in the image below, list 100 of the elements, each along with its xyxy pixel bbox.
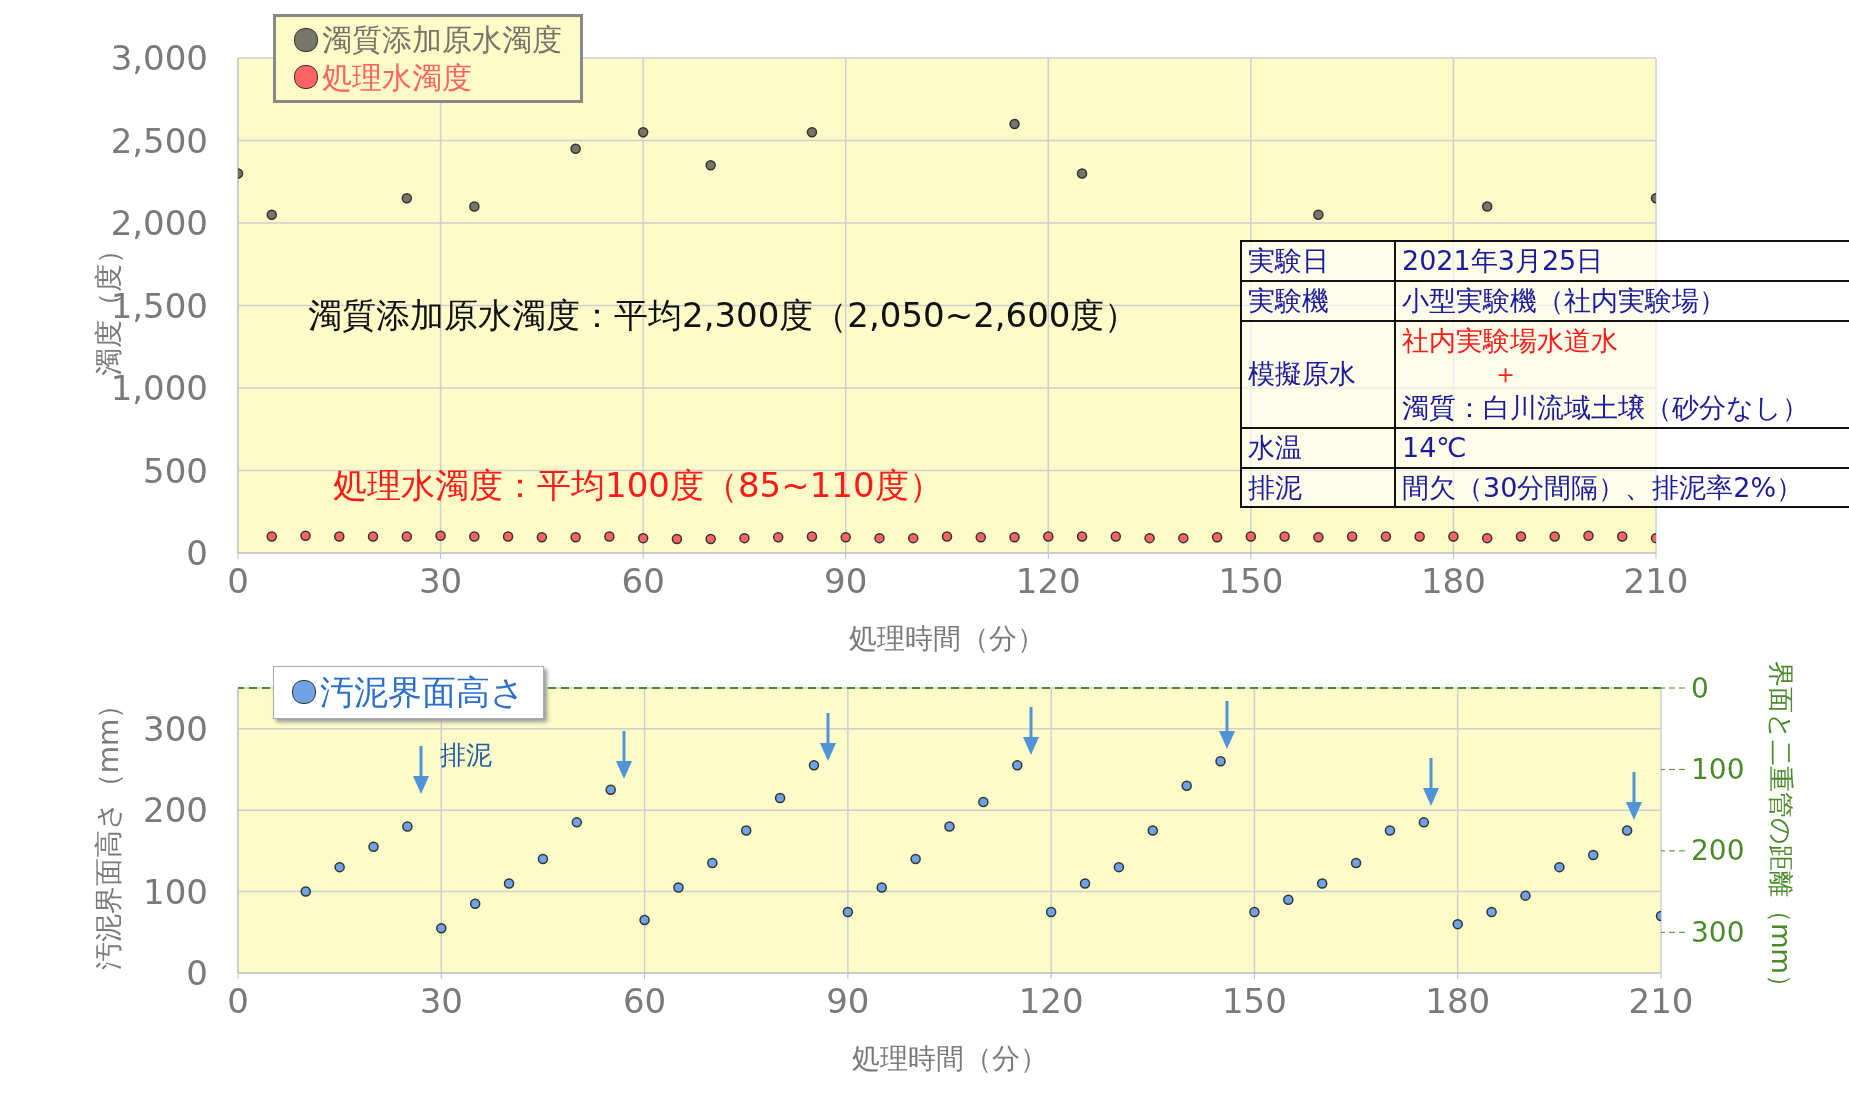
point [941, 531, 953, 542]
annotation: 水温 [1241, 427, 1395, 468]
annotation: 模擬原水 [1241, 320, 1395, 428]
point [806, 531, 818, 542]
point [842, 906, 854, 918]
y-tick-label: 0 [186, 953, 208, 993]
point [266, 209, 278, 221]
point [1448, 531, 1459, 542]
point [639, 914, 650, 926]
point [772, 532, 784, 543]
point [978, 796, 989, 808]
y-tick-label: 100 [143, 871, 208, 912]
point [1481, 532, 1493, 544]
legend-label: 処理水濁度 [321, 58, 473, 96]
point [1249, 906, 1260, 918]
x-tick-label: 120 [1018, 981, 1084, 1022]
point [300, 530, 311, 541]
point [605, 784, 616, 796]
point [774, 792, 786, 804]
x-tick-label: 0 [227, 981, 249, 1022]
point [707, 857, 718, 869]
point [739, 532, 750, 544]
point [840, 532, 851, 543]
y2-axis-title: 界面と二重管の距離（mm） [1765, 661, 1796, 1000]
x-tick-label: 180 [1420, 561, 1486, 602]
point [334, 531, 345, 542]
x-tick-label: 90 [824, 561, 868, 602]
point [1147, 825, 1159, 836]
y-tick-label: 2,000 [110, 203, 208, 243]
point [1144, 532, 1155, 544]
point [1009, 532, 1020, 543]
point [503, 878, 515, 889]
annotation: 実験日 [1241, 241, 1395, 281]
point [1012, 760, 1023, 771]
point [1316, 878, 1328, 889]
point [975, 532, 987, 543]
x-tick-label: 120 [1015, 561, 1081, 602]
y-axis-title: 汚泥界面高さ（mm） [91, 690, 125, 971]
point [1350, 857, 1362, 869]
point [368, 841, 379, 853]
point [1313, 532, 1324, 543]
y-tick-label: 200 [143, 790, 208, 831]
point [1283, 894, 1294, 905]
point [502, 531, 514, 542]
x-tick-label: 60 [621, 561, 665, 602]
point [300, 886, 312, 897]
point [705, 533, 716, 545]
y2-tick-label: 200 [1691, 834, 1745, 868]
point [1076, 531, 1088, 542]
y2-tick-label: 100 [1691, 752, 1745, 786]
point [571, 817, 583, 828]
point [367, 531, 379, 542]
point [1520, 890, 1531, 901]
point [1113, 861, 1125, 873]
x-tick-label: 210 [1623, 561, 1689, 602]
point [1211, 532, 1223, 543]
x-tick-label: 30 [419, 981, 463, 1022]
point [1515, 531, 1527, 542]
point [910, 853, 921, 865]
point [637, 532, 649, 544]
annotation: 濁質添加原水濁度：平均2,300度（2,050~2,600度） [308, 294, 1139, 337]
point [536, 532, 548, 543]
point [1583, 530, 1594, 541]
point [469, 531, 480, 542]
point [1587, 849, 1599, 861]
y2-tick-label: 0 [1691, 671, 1709, 705]
point [1486, 906, 1497, 918]
annotation: 濁質：白川流域土壌（砂分なし） [1402, 391, 1810, 425]
point [402, 821, 413, 832]
point [1079, 878, 1091, 889]
point [537, 853, 549, 865]
point [705, 159, 716, 171]
annotation: 社内実験場水道水 [1402, 323, 1619, 358]
point [1245, 531, 1257, 542]
annotation: 実験機 [1241, 280, 1395, 321]
y-tick-label: 3,000 [110, 38, 208, 78]
point [671, 533, 683, 545]
x-tick-label: 150 [1221, 981, 1287, 1022]
point [673, 882, 684, 893]
annotation: 小型実験機（社内実験場） [1402, 283, 1727, 318]
point [1549, 531, 1560, 542]
point [1380, 531, 1392, 542]
point [1181, 780, 1192, 791]
point [944, 821, 955, 832]
point [1452, 918, 1463, 930]
point [637, 126, 649, 138]
x-tick-label: 90 [826, 981, 870, 1022]
y-tick-label: 500 [143, 450, 208, 491]
point [1418, 817, 1430, 828]
point [1414, 531, 1425, 542]
point [435, 530, 446, 541]
point [907, 532, 919, 544]
point [808, 760, 820, 771]
annotation: 排泥 [1241, 467, 1395, 508]
point [469, 898, 481, 910]
x-tick-label: 210 [1628, 981, 1694, 1022]
annotation: 処理水濁度：平均100度（85~110度） [333, 464, 943, 507]
point [1554, 861, 1565, 873]
annotation: 2021年3月25日 [1402, 244, 1605, 278]
point [266, 531, 278, 542]
